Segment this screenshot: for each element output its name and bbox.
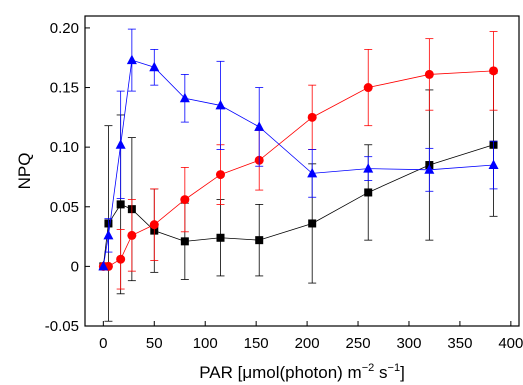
series-square [99,72,498,322]
y-tick-label: 0.05 [50,199,79,216]
x-label-prefix: PAR [ [199,363,242,382]
ticks-layer: 0 50 100 150 200 250 300 350 400 -0.05 0 0.05 0.10 0.… [45,20,523,352]
series-triangle [98,28,499,271]
x-tick-label: 400 [498,335,523,352]
x-label-sup1: −2 [362,362,375,374]
plot-frame [84,15,520,327]
y-tick-label: -0.05 [45,318,79,335]
data-point-square [255,236,264,245]
data-point-circle [363,83,373,93]
x-label-mid1: mol(photon) m [252,363,362,382]
x-tick-label: 200 [295,335,320,352]
series-line [103,70,494,267]
data-point-triangle [488,159,499,170]
series-layer [98,28,499,322]
y-tick-label: 0 [71,258,79,275]
x-tick-label: 300 [396,335,421,352]
x-tick-label: 150 [244,335,269,352]
data-point-square [180,237,189,246]
data-point-triangle [307,167,318,178]
data-point-circle [215,170,225,180]
data-point-circle [424,69,434,79]
x-tick-label: 250 [346,335,371,352]
y-tick-label: 0.15 [50,80,79,97]
data-point-square [364,188,373,197]
data-point-circle [127,230,137,240]
data-point-triangle [179,92,190,103]
data-point-triangle [215,99,226,110]
y-tick-label: 0.10 [50,139,79,156]
data-point-circle [149,220,159,230]
data-point-circle [307,112,317,122]
y-tick-label: 0.20 [50,20,79,37]
data-point-triangle [254,121,265,131]
x-tick-label: 100 [193,335,218,352]
x-tick-label: 50 [146,335,163,352]
data-point-square [308,219,317,228]
x-tick-label: 350 [447,335,472,352]
data-point-circle [180,195,190,205]
series-line [102,59,494,267]
x-tick-label: 0 [99,335,107,352]
x-label-mu: μ [242,363,252,382]
data-point-square [216,233,225,242]
data-point-circle [116,254,126,264]
series-line [102,144,494,267]
data-point-triangle [98,260,109,271]
data-point-triangle [115,139,126,149]
x-label-sup2: −1 [388,362,401,374]
data-point-circle [489,66,499,76]
data-point-triangle [424,164,435,174]
data-point-triangle [363,163,374,173]
data-point-triangle [103,229,114,240]
series-circle [98,31,499,290]
x-label-suffix: ] [400,363,405,382]
x-label-mid2: s [374,363,387,382]
data-point-triangle [149,61,160,72]
data-point-square [116,200,125,209]
x-axis-label: PAR [μmol(photon) m−2 s−1] [199,362,405,382]
y-axis-label: NPQ [15,153,34,190]
data-point-triangle [126,54,137,65]
